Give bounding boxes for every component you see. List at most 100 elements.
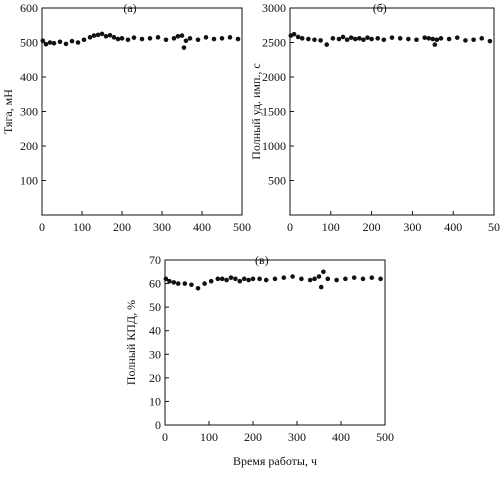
data-point bbox=[195, 285, 201, 291]
data-point bbox=[139, 36, 145, 42]
data-point bbox=[107, 32, 113, 38]
x-tick-label: 100 bbox=[73, 220, 91, 234]
data-point bbox=[195, 37, 201, 43]
data-point bbox=[381, 37, 387, 43]
data-point bbox=[171, 36, 177, 41]
data-point bbox=[75, 40, 81, 45]
y-tick-label: 50 bbox=[149, 300, 161, 314]
data-point bbox=[344, 37, 350, 43]
y-tick-label: 10 bbox=[149, 394, 161, 408]
x-tick-label: 300 bbox=[403, 220, 421, 234]
data-point bbox=[111, 35, 117, 40]
x-tick-label: 50 bbox=[488, 220, 500, 234]
data-point bbox=[171, 280, 177, 285]
data-point bbox=[81, 37, 87, 43]
data-point bbox=[175, 33, 181, 39]
data-point bbox=[219, 36, 225, 41]
y-tick-label: 2500 bbox=[262, 36, 286, 50]
data-point bbox=[479, 36, 485, 41]
data-point bbox=[182, 281, 188, 286]
x-tick-label: 400 bbox=[193, 220, 211, 234]
data-point bbox=[487, 38, 493, 44]
data-point bbox=[378, 276, 383, 282]
data-point bbox=[454, 35, 460, 40]
x-axis-label: Время работы, ч bbox=[233, 454, 317, 468]
data-point bbox=[330, 36, 336, 41]
data-point bbox=[430, 36, 436, 42]
y-tick-label: 3000 bbox=[262, 1, 286, 15]
data-point bbox=[189, 282, 194, 288]
data-point bbox=[290, 274, 295, 279]
y-tick-label: 2000 bbox=[262, 70, 286, 84]
data-point bbox=[325, 276, 331, 282]
y-axis-label: Полный КПД, % bbox=[124, 300, 138, 385]
data-point bbox=[183, 38, 189, 44]
y-tick-label: 100 bbox=[20, 174, 38, 188]
data-point bbox=[263, 277, 269, 283]
data-point bbox=[316, 274, 322, 279]
x-tick-label: 0 bbox=[287, 220, 293, 234]
data-point bbox=[250, 276, 256, 282]
data-point bbox=[224, 277, 229, 283]
data-point bbox=[299, 36, 305, 41]
data-point bbox=[203, 35, 209, 40]
data-point bbox=[389, 35, 395, 40]
data-point bbox=[167, 278, 172, 284]
data-point bbox=[233, 276, 238, 282]
data-point bbox=[336, 36, 342, 42]
data-point bbox=[312, 276, 317, 282]
data-point bbox=[334, 277, 339, 283]
data-point bbox=[147, 36, 153, 41]
data-point bbox=[227, 35, 233, 40]
data-point bbox=[91, 33, 97, 38]
y-axis-label: Тяга, мН bbox=[1, 89, 15, 134]
data-point bbox=[434, 37, 440, 43]
x-tick-label: 200 bbox=[363, 220, 381, 234]
data-point bbox=[95, 32, 101, 38]
data-point bbox=[406, 36, 411, 42]
data-point bbox=[324, 42, 330, 47]
data-point bbox=[235, 36, 241, 42]
x-tick-label: 300 bbox=[153, 220, 171, 234]
y-tick-label: 500 bbox=[268, 174, 286, 188]
x-tick-label: 200 bbox=[244, 430, 262, 444]
data-point bbox=[291, 31, 297, 37]
data-point bbox=[426, 36, 432, 41]
data-point bbox=[318, 284, 324, 290]
data-point bbox=[215, 276, 221, 282]
data-point bbox=[181, 45, 187, 50]
data-point bbox=[361, 37, 366, 43]
x-tick-label: 100 bbox=[200, 430, 218, 444]
data-point bbox=[246, 277, 251, 283]
data-point bbox=[432, 42, 438, 47]
data-point bbox=[119, 36, 125, 41]
data-point bbox=[237, 278, 243, 284]
y-tick-label: 500 bbox=[20, 36, 38, 50]
data-point bbox=[163, 276, 169, 282]
data-point bbox=[47, 40, 53, 45]
x-tick-label: 0 bbox=[162, 430, 168, 444]
data-point bbox=[357, 36, 362, 41]
plot-frame bbox=[164, 259, 386, 426]
data-point bbox=[57, 39, 63, 45]
data-point bbox=[43, 41, 49, 47]
data-point bbox=[307, 277, 313, 283]
data-point bbox=[463, 38, 468, 43]
x-tick-label: 200 bbox=[113, 220, 131, 234]
data-point bbox=[352, 36, 358, 42]
y-axis-label: Полный уд. имп., с bbox=[249, 63, 263, 160]
y-tick-label: 1000 bbox=[262, 139, 286, 153]
data-point bbox=[40, 38, 46, 44]
x-tick-label: 500 bbox=[376, 430, 394, 444]
data-point bbox=[369, 36, 374, 42]
x-tick-label: 400 bbox=[444, 220, 462, 234]
data-point bbox=[87, 35, 93, 40]
x-tick-label: 100 bbox=[322, 220, 340, 234]
data-point bbox=[208, 278, 214, 284]
x-tick-label: 300 bbox=[288, 430, 306, 444]
chart-title: (а) bbox=[123, 1, 136, 15]
data-point bbox=[272, 276, 278, 282]
data-point bbox=[187, 36, 193, 41]
data-point bbox=[340, 34, 346, 40]
data-point bbox=[348, 35, 354, 40]
